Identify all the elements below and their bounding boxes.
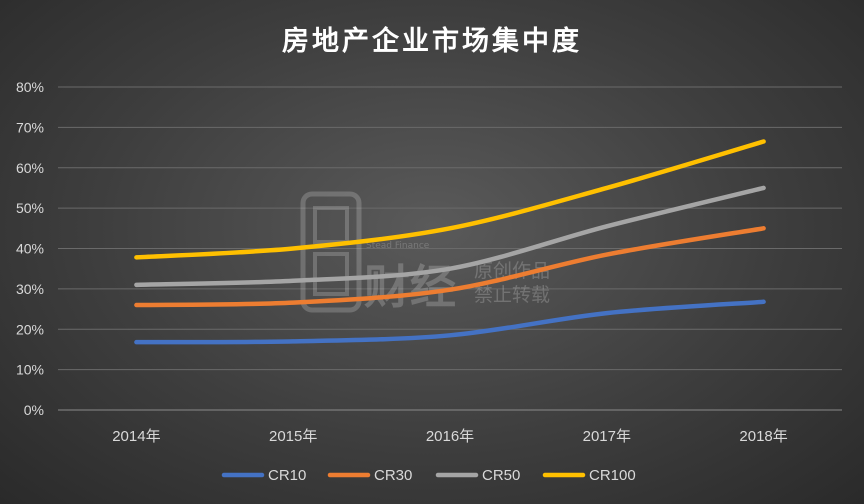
- x-tick-label: 2017年: [583, 428, 631, 445]
- y-tick-label: 20%: [16, 321, 44, 337]
- y-tick-label: 60%: [16, 160, 44, 176]
- chart-title: 房地产企业市场集中度: [282, 25, 582, 57]
- series-line-cr50: [134, 185, 766, 288]
- y-tick-label: 30%: [16, 281, 44, 297]
- x-tick-label: 2016年: [426, 428, 474, 445]
- x-axis: 2014年 2015年 2016年 2017年 2018年: [112, 428, 788, 445]
- y-tick-label: 10%: [16, 362, 44, 378]
- watermark-line1: 原创作品: [474, 260, 550, 282]
- legend: CR10 CR30 CR50 CR100: [221, 467, 636, 484]
- watermark-line2: 禁止转载: [474, 284, 550, 306]
- series-line-cr100: [134, 139, 766, 260]
- series-line-cr10: [134, 299, 766, 345]
- legend-label-cr30: CR30: [374, 467, 412, 484]
- y-tick-label: 40%: [16, 241, 44, 257]
- series-lines: [134, 139, 766, 345]
- watermark-logo-inner-2: [313, 252, 349, 296]
- x-tick-label: 2018年: [739, 428, 787, 445]
- gridlines: [58, 86, 842, 411]
- watermark-english: Stead Finance: [366, 241, 430, 251]
- watermark-logo-icon: [300, 191, 362, 313]
- y-tick-label: 50%: [16, 200, 44, 216]
- y-axis: 0% 10% 20% 30% 40% 50% 60% 70% 80%: [16, 79, 44, 418]
- x-tick-label: 2015年: [269, 428, 317, 445]
- series-line-cr30: [134, 226, 766, 308]
- watermark: Stead Finance 财经 原创作品 禁止转载: [300, 191, 550, 314]
- y-tick-label: 0%: [24, 402, 44, 418]
- watermark-logo-inner: [313, 206, 349, 244]
- legend-label-cr100: CR100: [589, 467, 636, 484]
- legend-label-cr10: CR10: [268, 467, 306, 484]
- y-tick-label: 80%: [16, 79, 44, 95]
- y-tick-label: 70%: [16, 119, 44, 135]
- legend-label-cr50: CR50: [482, 467, 520, 484]
- x-tick-label: 2014年: [112, 428, 160, 445]
